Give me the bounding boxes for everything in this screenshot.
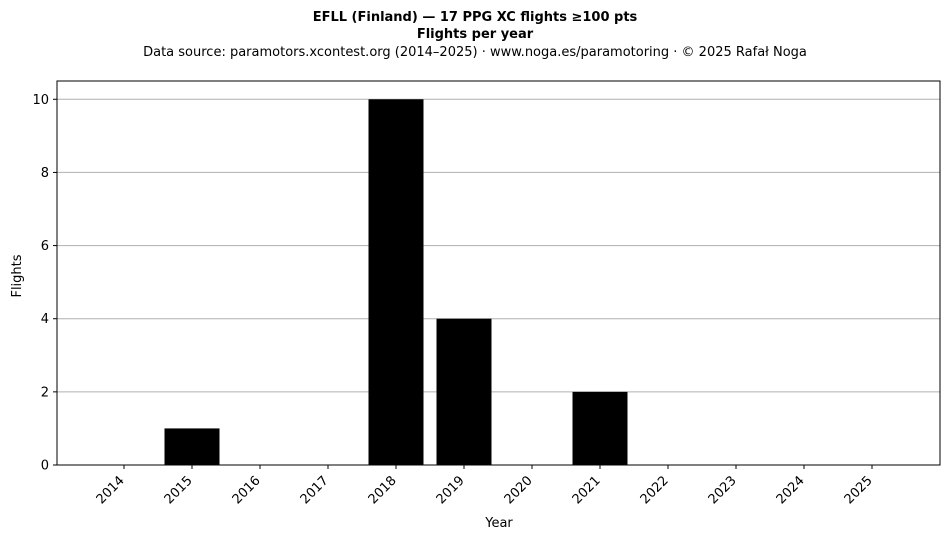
y-tick-label: 4 [41,312,49,327]
y-tick-label: 8 [41,166,49,181]
x-tick-label-2021: 2021 [570,473,604,507]
x-tick-label-2014: 2014 [94,473,128,507]
x-tick-label-2019: 2019 [434,473,468,507]
bar-2021 [572,391,628,465]
grid-layer [57,98,940,466]
x-tick-label-2016: 2016 [230,473,264,507]
bar-2015 [164,428,220,465]
y-tick-label: 2 [41,385,49,400]
y-axis-label: Flights [10,254,25,297]
x-tick-label-2017: 2017 [298,473,332,507]
x-tick-label-2022: 2022 [638,473,672,507]
bar-layer [164,99,628,466]
x-tick-label-2024: 2024 [774,473,808,507]
x-tick-label-2025: 2025 [842,473,876,507]
y-tick-label: 0 [41,459,49,474]
chart-subtitle: Data source: paramotors.xcontest.org (20… [143,45,807,60]
y-tick-label: 10 [32,93,49,108]
bar-2019 [436,318,492,465]
x-tick-label-2023: 2023 [706,473,740,507]
x-tick-label-2020: 2020 [502,473,536,507]
plot-frame [56,80,941,466]
bar-2018 [368,99,424,466]
y-tick-label: 6 [41,239,49,254]
chart-title: EFLL (Finland) — 17 PPG XC flights ≥100 … [313,10,638,25]
x-tick-label-2015: 2015 [162,473,196,507]
x-axis-label: Year [484,516,513,531]
x-tick-label-2018: 2018 [366,473,400,507]
chart-title-line2: Flights per year [417,27,534,42]
